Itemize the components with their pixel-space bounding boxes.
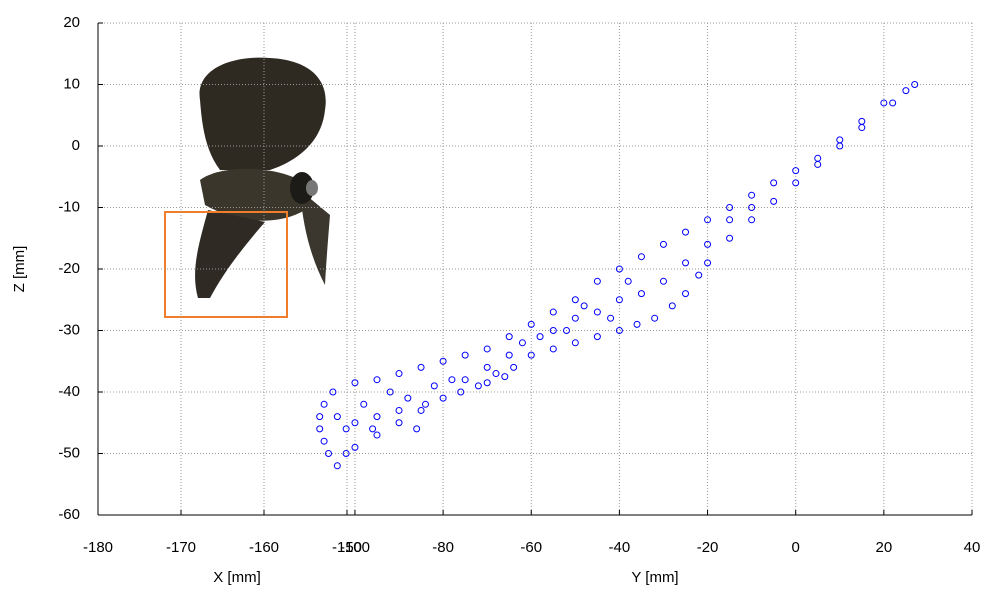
y-axis-label: Z [mm] bbox=[11, 246, 28, 293]
y-tick-label: -50 bbox=[58, 444, 80, 461]
point bbox=[321, 401, 327, 407]
point bbox=[506, 352, 512, 358]
point bbox=[890, 100, 896, 106]
y-tick-label: 20 bbox=[63, 14, 80, 31]
y-tick-label: -20 bbox=[58, 260, 80, 277]
point bbox=[771, 198, 777, 204]
point bbox=[837, 137, 843, 143]
point bbox=[771, 180, 777, 186]
point bbox=[594, 278, 600, 284]
point bbox=[506, 334, 512, 340]
point bbox=[396, 407, 402, 413]
point bbox=[374, 377, 380, 383]
point bbox=[334, 414, 340, 420]
point bbox=[317, 426, 323, 432]
inset-x-axis-label: X [mm] bbox=[213, 569, 261, 586]
page: Z [mm] Y [mm] X [mm] -60 -50 -40 -30 -20 -10 0… bbox=[0, 0, 989, 593]
point bbox=[572, 340, 578, 346]
point bbox=[652, 315, 658, 321]
propeller-photo bbox=[195, 58, 330, 298]
point bbox=[903, 88, 909, 94]
point bbox=[572, 297, 578, 303]
point bbox=[334, 463, 340, 469]
x-tick-label: -60 bbox=[520, 539, 542, 556]
point bbox=[749, 192, 755, 198]
point bbox=[749, 217, 755, 223]
point bbox=[572, 315, 578, 321]
point bbox=[608, 315, 614, 321]
point bbox=[727, 217, 733, 223]
point bbox=[422, 401, 428, 407]
point bbox=[660, 241, 666, 247]
y-tick-label: -10 bbox=[58, 198, 80, 215]
point bbox=[669, 303, 675, 309]
y-tick-label: -60 bbox=[58, 506, 80, 523]
point bbox=[370, 426, 376, 432]
point bbox=[475, 383, 481, 389]
point bbox=[696, 272, 702, 278]
point bbox=[484, 364, 490, 370]
point bbox=[683, 291, 689, 297]
x2-tick-label: -170 bbox=[166, 539, 196, 556]
point bbox=[462, 377, 468, 383]
point bbox=[321, 438, 327, 444]
point bbox=[638, 254, 644, 260]
point bbox=[727, 235, 733, 241]
point bbox=[418, 364, 424, 370]
point bbox=[859, 125, 865, 131]
point bbox=[374, 432, 380, 438]
point bbox=[405, 395, 411, 401]
point bbox=[537, 334, 543, 340]
point bbox=[519, 340, 525, 346]
point bbox=[317, 414, 323, 420]
point bbox=[815, 155, 821, 161]
point bbox=[634, 321, 640, 327]
chart: Z [mm] Y [mm] X [mm] -60 -50 -40 -30 -20 -10 0… bbox=[0, 0, 989, 588]
point bbox=[484, 380, 490, 386]
point bbox=[594, 334, 600, 340]
point bbox=[815, 161, 821, 167]
point bbox=[502, 374, 508, 380]
point bbox=[683, 229, 689, 235]
point bbox=[396, 371, 402, 377]
x-tick-label: -80 bbox=[432, 539, 454, 556]
x-tick-label: 0 bbox=[792, 539, 800, 556]
x-tick-label: -40 bbox=[609, 539, 631, 556]
point bbox=[550, 309, 556, 315]
point bbox=[418, 407, 424, 413]
x-tick-label: 20 bbox=[876, 539, 893, 556]
y-tick-label: -30 bbox=[58, 321, 80, 338]
x2-tick-label: -150 bbox=[332, 539, 362, 556]
point bbox=[594, 309, 600, 315]
point bbox=[431, 383, 437, 389]
point bbox=[660, 278, 666, 284]
point bbox=[625, 278, 631, 284]
point bbox=[449, 377, 455, 383]
point bbox=[683, 260, 689, 266]
x2-tick-label: -160 bbox=[249, 539, 279, 556]
point bbox=[881, 100, 887, 106]
point bbox=[550, 346, 556, 352]
point bbox=[638, 291, 644, 297]
point bbox=[859, 118, 865, 124]
x-axis-label: Y [mm] bbox=[631, 569, 678, 586]
x-tick-label: -20 bbox=[697, 539, 719, 556]
x2-tick-label: -180 bbox=[83, 539, 113, 556]
y-tick-label: 10 bbox=[63, 75, 80, 92]
point bbox=[581, 303, 587, 309]
x-tick-label: 40 bbox=[964, 539, 981, 556]
y-tick-label: -40 bbox=[58, 383, 80, 400]
point bbox=[374, 414, 380, 420]
point bbox=[361, 401, 367, 407]
point bbox=[493, 371, 499, 377]
point bbox=[462, 352, 468, 358]
y-tick-label: 0 bbox=[72, 137, 80, 154]
point bbox=[343, 426, 349, 432]
point bbox=[414, 426, 420, 432]
point bbox=[396, 420, 402, 426]
point bbox=[484, 346, 490, 352]
point bbox=[511, 364, 517, 370]
